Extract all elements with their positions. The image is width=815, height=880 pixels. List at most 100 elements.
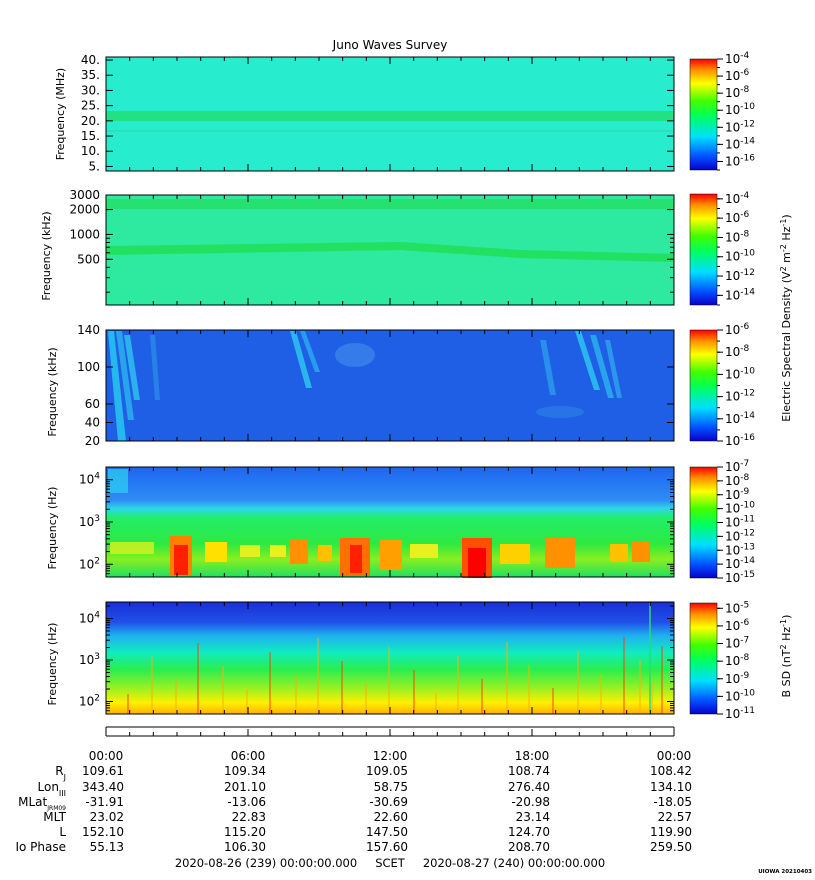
- colorbar-tick-label: 10-12: [725, 389, 755, 404]
- ytick-label: 104: [79, 472, 100, 487]
- colorbar-tick-label: 10-12: [725, 119, 755, 134]
- ephemeris-value: 259.50: [650, 840, 692, 854]
- ephemeris-value: 147.50: [366, 825, 408, 839]
- time-tick-label: 12:00: [373, 749, 408, 763]
- panel-2-colorbar: [689, 193, 718, 306]
- ephemeris-value: 134.10: [650, 780, 692, 794]
- ytick-label: 15.: [81, 129, 100, 143]
- ephemeris-value: 55.13: [90, 840, 124, 854]
- panel-3-ylabel: Frequency (kHz): [46, 347, 59, 436]
- panel-4-ylabel: Frequency (Hz): [46, 487, 59, 570]
- panel-2-band-2200khz: [106, 199, 674, 209]
- ephemeris-value: 152.10: [82, 825, 124, 839]
- ytick-label: 104: [79, 611, 100, 626]
- ephemeris-value: 58.75: [374, 780, 408, 794]
- colorbar-tick-label: 10-7: [725, 459, 749, 474]
- ephemeris-value: 109.61: [82, 764, 124, 778]
- ephemeris-value: 343.40: [82, 780, 124, 794]
- ytick-label: 2000: [69, 203, 100, 217]
- ephemeris-value: -13.06: [227, 795, 266, 809]
- panel-2-band-620khz: [106, 242, 674, 262]
- panel-5-colorbar: [689, 602, 718, 715]
- time-range: 2020-08-26 (239) 00:00:00.000 SCET 2020-08…: [175, 856, 605, 870]
- panel-3-striations: [108, 331, 622, 441]
- ephemeris-table: RJ 109.61 109.34 109.05 108.74 108.42 LonIII 34…: [15, 764, 692, 854]
- panel-2-ylabel: Frequency (kHz): [40, 211, 53, 300]
- time-tick-label: 06:00: [231, 749, 266, 763]
- colorbar-tick-label: 10-4: [725, 191, 750, 206]
- colorbar-tick-label: 10-12: [725, 268, 755, 283]
- colorbar-tick-label: 10-10: [725, 501, 755, 516]
- ephemeris-value: -30.69: [369, 795, 408, 809]
- colorbar-tick-label: 10-6: [725, 210, 750, 225]
- colorbar-tick-label: 10-8: [725, 85, 750, 100]
- ytick-label: 103: [79, 514, 100, 529]
- colorbar-tick-label: 10-16: [725, 433, 755, 448]
- electric-colorbar-label: Electric Spectral Density (V2 m-2 Hz-1): [779, 214, 794, 421]
- ephemeris-value: 22.60: [374, 810, 408, 824]
- colorbar-tick-label: 10-7: [725, 636, 749, 651]
- ephemeris-value: 201.10: [224, 780, 266, 794]
- colorbar-tick-label: 10-12: [725, 528, 755, 543]
- colorbar-tick-label: 10-10: [725, 688, 755, 703]
- panel-5-ylabel: Frequency (Hz): [46, 623, 59, 706]
- colorbar-tick-label: 10-16: [725, 153, 755, 168]
- ytick-label: 100: [77, 360, 100, 374]
- figure-title: Juno Waves Survey: [332, 38, 448, 52]
- panel-1-band-minor: [106, 130, 674, 132]
- colorbar-tick-label: 10-9: [725, 671, 750, 686]
- ytick-label: 1000: [69, 227, 100, 241]
- ephemeris-value: 108.74: [508, 764, 550, 778]
- colorbar-tick-label: 10-10: [725, 102, 755, 117]
- time-tick-label: 00:00: [89, 749, 124, 763]
- colorbar-tick-label: 10-5: [725, 600, 749, 615]
- ephemeris-value: 108.42: [650, 764, 692, 778]
- ephemeris-value: 23.02: [90, 810, 124, 824]
- panel-1-colorbar: [689, 58, 718, 171]
- ytick-label: 40: [85, 416, 100, 430]
- ephemeris-value: 22.57: [658, 810, 692, 824]
- ephemeris-value: 22.83: [232, 810, 266, 824]
- colorbar-tick-label: 10-4: [725, 51, 750, 66]
- ytick-label: 140: [77, 323, 100, 337]
- time-tick-label: 00:00: [657, 749, 692, 763]
- colorbar-tick-label: 10-15: [725, 570, 755, 585]
- credit-label: UIOWA 20210403: [758, 869, 812, 875]
- ephemeris-value: -18.05: [653, 795, 692, 809]
- ephemeris-label: L: [59, 825, 66, 839]
- ephemeris-label: MLT: [43, 810, 66, 824]
- colorbar-tick-label: 10-8: [725, 229, 750, 244]
- ephemeris-value: 124.70: [508, 825, 550, 839]
- panel-5: 104 103 102 Frequency (Hz) 10-5 10-6 10-7 10-…: [46, 600, 755, 721]
- ytick-label: 35.: [81, 68, 100, 82]
- ephemeris-label: LonIII: [38, 780, 67, 798]
- panel-5-spikes: [127, 603, 663, 714]
- colorbar-tick-label: 10-10: [725, 366, 755, 381]
- ephemeris-label: RJ: [55, 764, 66, 782]
- colorbar-tick-label: 10-11: [725, 515, 755, 530]
- ytick-label: 60: [85, 397, 100, 411]
- colorbar-tick-label: 10-6: [725, 618, 750, 633]
- colorbar-tick-label: 10-14: [725, 287, 755, 302]
- ephemeris-label: MLatJRM09: [18, 795, 66, 812]
- panel-4-colorbar: [689, 466, 718, 579]
- ephemeris-value: 109.34: [224, 764, 266, 778]
- colorbar-tick-label: 10-8: [725, 473, 750, 488]
- colorbar-tick-label: 10-14: [725, 136, 755, 151]
- ytick-label: 102: [79, 694, 100, 709]
- ephemeris-value: -20.98: [511, 795, 550, 809]
- ephemeris-value: 109.05: [366, 764, 408, 778]
- colorbar-tick-label: 10-13: [725, 542, 755, 557]
- colorbar-tick-label: 10-6: [725, 68, 750, 83]
- ephemeris-value: 23.14: [516, 810, 550, 824]
- time-tick-label: 18:00: [515, 749, 550, 763]
- panel-4-patches: [108, 469, 650, 578]
- ephemeris-value: -31.91: [85, 795, 124, 809]
- ephemeris-value: 106.30: [224, 840, 266, 854]
- colorbar-tick-label: 10-9: [725, 487, 750, 502]
- panel-1: 40.35.30.25.20.15.10.5. Frequency (MHz) …: [54, 51, 755, 173]
- panel-1-band-21mhz: [106, 111, 674, 121]
- ytick-label: 30.: [81, 83, 100, 97]
